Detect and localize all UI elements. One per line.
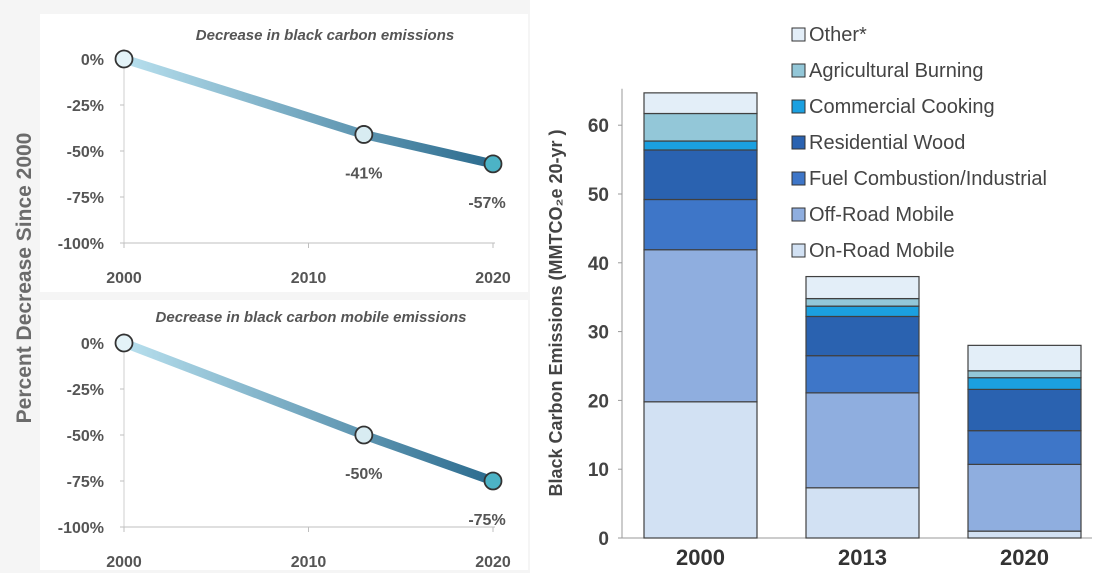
shared-y-axis-label: Percent Decrease Since 2000 [13, 133, 36, 424]
bar-segment [643, 149, 758, 201]
top-y-tick-label: 0% [81, 52, 104, 69]
bottom-data-point [483, 471, 503, 491]
bar-segment [805, 305, 920, 318]
top-y-tick-label: -100% [58, 236, 104, 253]
bar-segment [643, 401, 758, 539]
bar-segment [967, 377, 1082, 390]
bar-segment [805, 297, 920, 307]
legend-label: Agricultural Burning [809, 60, 984, 82]
bottom-y-tick-label: -75% [67, 474, 104, 491]
bottom-y-tick-label: -50% [67, 428, 104, 445]
bar-y-tick-label: 30 [588, 323, 609, 344]
top-x-tick-label: 2020 [475, 270, 511, 287]
bar-segment [805, 392, 920, 489]
bar-y-tick-label: 10 [588, 460, 609, 481]
bottom-y-tick-label: -25% [67, 382, 104, 399]
bar-category-label: 2020 [1000, 545, 1049, 570]
bar-y-axis-label: Black Carbon Emissions (MMTCO₂e 20-yr ) [546, 129, 566, 496]
legend-swatch [791, 27, 806, 42]
bar-segment [967, 344, 1082, 372]
top-data-label: -57% [468, 195, 505, 212]
bar-y-tick-label: 20 [588, 391, 609, 412]
top-y-tick-label: -25% [67, 98, 104, 115]
top-x-tick-label: 2000 [106, 270, 142, 287]
bar-y-tick-label: 50 [588, 185, 609, 206]
bottom-series-line [119, 338, 498, 486]
legend-label: Residential Wood [809, 132, 965, 154]
bar-y-tick-label: 60 [588, 116, 609, 137]
bar-segment [967, 430, 1082, 465]
legend-label: On-Road Mobile [809, 240, 955, 262]
bar-segment [643, 198, 758, 251]
top-data-point [354, 125, 374, 144]
bar-segment [967, 530, 1082, 539]
top-series-line [119, 54, 498, 169]
bar-category-label: 2000 [676, 545, 725, 570]
top-data-point [483, 154, 503, 174]
bar-segment [805, 355, 920, 394]
legend-label: Fuel Combustion/Industrial [809, 168, 1047, 190]
bar-segment [643, 140, 758, 151]
bottom-data-label: -75% [468, 512, 505, 529]
bottom-x-tick-label: 2000 [106, 554, 142, 571]
legend-swatch [791, 99, 806, 114]
bar-category-label: 2013 [838, 545, 887, 570]
top-y-tick-label: -75% [67, 190, 104, 207]
legend-swatch [791, 243, 806, 258]
bar-segment [967, 370, 1082, 379]
bar-segment [967, 463, 1082, 532]
bottom-x-tick-label: 2020 [475, 554, 511, 571]
bar-segment [805, 315, 920, 357]
bottom-y-tick-label: 0% [81, 336, 104, 353]
legend-swatch [791, 135, 806, 150]
bottom-data-point [354, 425, 374, 445]
bottom-data-point [114, 333, 134, 353]
legend-label: Other* [809, 24, 867, 46]
legend-label: Off-Road Mobile [809, 204, 954, 226]
legend-label: Commercial Cooking [809, 96, 995, 118]
bar-segment [643, 112, 758, 142]
bottom-x-tick-label: 2010 [291, 554, 327, 571]
legend-swatch [791, 63, 806, 78]
bottom-data-label: -50% [345, 466, 382, 483]
bar-segment [967, 388, 1082, 432]
top-data-point [114, 49, 134, 69]
legend-swatch [791, 171, 806, 186]
legend-swatch [791, 207, 806, 222]
bar-y-tick-label: 0 [598, 529, 609, 550]
bar-segment [805, 487, 920, 539]
top-y-tick-label: -50% [67, 144, 104, 161]
bar-segment [643, 92, 758, 115]
top-x-tick-label: 2010 [291, 270, 327, 287]
bar-y-tick-label: 40 [588, 254, 609, 275]
bottom-chart-title: Decrease in black carbon mobile emission… [156, 309, 467, 326]
bar-segment [643, 249, 758, 403]
bottom-y-tick-label: -100% [58, 520, 104, 537]
bar-segment [805, 275, 920, 300]
top-data-label: -41% [345, 165, 382, 182]
top-chart-title: Decrease in black carbon emissions [196, 27, 454, 44]
